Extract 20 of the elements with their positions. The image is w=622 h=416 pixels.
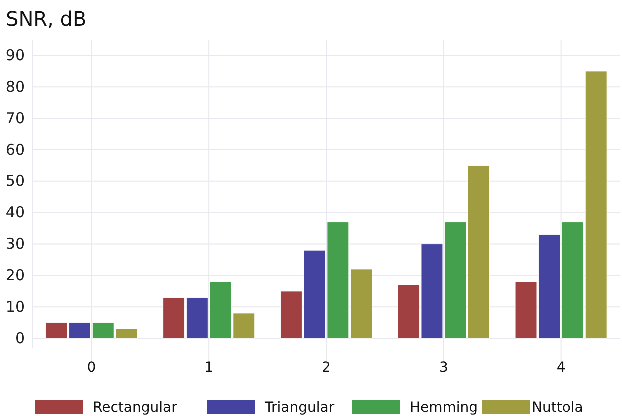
x-tick-label: 0 — [87, 360, 96, 376]
y-tick-label: 50 — [6, 172, 25, 190]
y-tick-label: 0 — [15, 329, 25, 348]
y-tick-label: 70 — [6, 109, 25, 128]
y-tick-label: 20 — [6, 266, 25, 285]
legend-label: Rectangular — [93, 400, 178, 416]
y-axis-title: SNR, dB — [6, 7, 87, 31]
y-tick-label: 40 — [6, 204, 25, 222]
y-tick-label: 30 — [6, 235, 25, 254]
legend-label: Nuttola — [532, 400, 584, 416]
y-tick-label: 80 — [6, 78, 25, 96]
x-tick-label: 4 — [556, 360, 566, 376]
legend-label: Hemming — [410, 400, 478, 416]
y-tick-label: 60 — [6, 140, 25, 159]
x-tick-label: 2 — [322, 360, 331, 376]
x-tick-label: 3 — [439, 360, 448, 376]
legend-label: Triangular — [264, 400, 335, 416]
y-tick-label: 90 — [6, 46, 25, 65]
y-tick-label: 10 — [6, 298, 25, 316]
x-tick-label: 1 — [204, 360, 214, 376]
